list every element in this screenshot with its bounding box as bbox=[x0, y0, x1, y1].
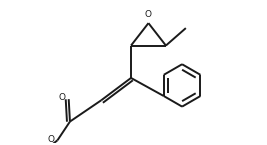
Text: O: O bbox=[145, 10, 152, 19]
Text: O: O bbox=[58, 93, 65, 102]
Text: O: O bbox=[47, 135, 54, 144]
